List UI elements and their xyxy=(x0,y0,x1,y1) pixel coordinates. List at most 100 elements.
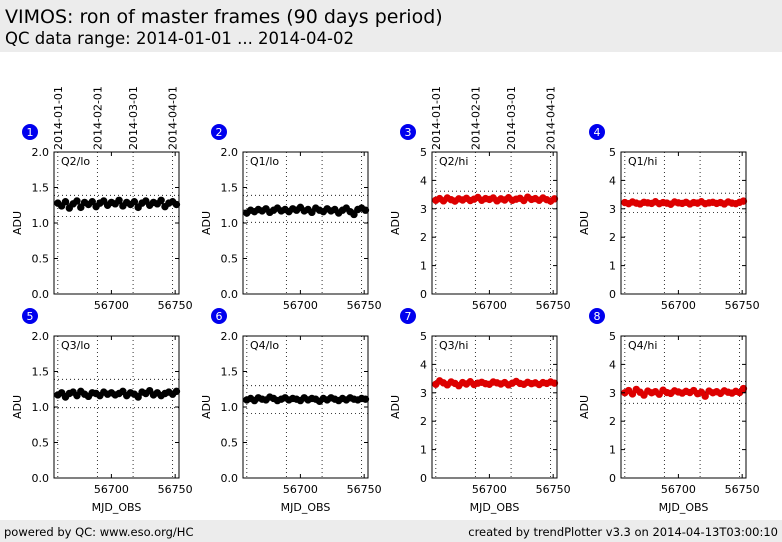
plot-frame xyxy=(431,151,558,295)
y-tick-label: 5 xyxy=(420,146,427,159)
y-tick-label: 0.0 xyxy=(32,472,50,485)
y-tick-label: 2 xyxy=(609,231,616,244)
x-axis-label: MJD_OBS xyxy=(470,501,520,514)
x-axis-label: MJD_OBS xyxy=(659,501,709,514)
y-tick-label: 4 xyxy=(420,358,427,371)
y-tick-label: 0.5 xyxy=(221,253,239,266)
y-tick-label: 0 xyxy=(609,288,616,301)
y-tick-label: 0 xyxy=(609,472,616,485)
y-axis-label: ADU xyxy=(578,395,591,419)
plot-frame xyxy=(242,151,369,295)
panel-label: Q2/lo xyxy=(61,155,90,168)
panel-number-badge xyxy=(22,308,38,324)
date-label: 2014-04-01 xyxy=(545,86,558,150)
data-point xyxy=(550,195,559,203)
y-tick-label: 2.0 xyxy=(32,146,50,159)
plot-frame xyxy=(431,335,558,479)
x-axis-label: MJD_OBS xyxy=(92,501,142,514)
panel-label: Q3/hi xyxy=(439,339,468,352)
y-tick-label: 1.0 xyxy=(32,401,50,414)
y-tick-label: 4 xyxy=(609,174,616,187)
y-axis-label: ADU xyxy=(11,211,24,235)
panel-number: 1 xyxy=(27,126,34,139)
y-tick-label: 2 xyxy=(420,231,427,244)
y-axis-label: ADU xyxy=(389,395,402,419)
data-point xyxy=(361,206,370,214)
x-tick-label: 56700 xyxy=(94,299,129,312)
data-point xyxy=(172,387,181,396)
y-tick-label: 0.5 xyxy=(32,437,50,450)
y-axis-label: ADU xyxy=(578,211,591,235)
panel-number: 2 xyxy=(216,126,223,139)
date-label: 2014-03-01 xyxy=(127,86,140,150)
x-tick-label: 56750 xyxy=(725,483,760,496)
x-tick-label: 56750 xyxy=(725,299,760,312)
y-tick-label: 5 xyxy=(609,146,616,159)
x-tick-label: 56700 xyxy=(283,483,318,496)
panel-number-badge xyxy=(22,124,38,140)
y-tick-label: 3 xyxy=(609,203,616,216)
y-tick-label: 4 xyxy=(420,174,427,187)
page-subtitle: QC data range: 2014-01-01 ... 2014-04-02 xyxy=(5,29,354,48)
plot-frame xyxy=(53,335,180,479)
header: VIMOS: ron of master frames (90 days per… xyxy=(0,0,782,52)
y-tick-label: 0 xyxy=(420,472,427,485)
date-label: 2014-04-01 xyxy=(167,86,180,150)
y-tick-label: 0.5 xyxy=(32,253,50,266)
footer-generator: created by trendPlotter v3.3 on 2014-04-… xyxy=(468,525,778,539)
x-tick-label: 56750 xyxy=(347,299,382,312)
panel-label: Q4/lo xyxy=(250,339,279,352)
data-point xyxy=(350,210,358,219)
x-tick-label: 56750 xyxy=(536,483,571,496)
y-tick-label: 0 xyxy=(420,288,427,301)
x-tick-label: 56750 xyxy=(158,483,193,496)
date-label: 2014-03-01 xyxy=(505,86,518,150)
x-tick-label: 56700 xyxy=(472,299,507,312)
y-tick-label: 0.5 xyxy=(221,437,239,450)
plot-frame xyxy=(620,335,747,479)
date-label: 2014-02-01 xyxy=(91,86,104,150)
y-tick-label: 1.5 xyxy=(221,366,239,379)
data-point xyxy=(115,196,123,204)
y-tick-label: 1 xyxy=(420,260,427,273)
panel-label: Q1/hi xyxy=(628,155,657,168)
y-tick-label: 2 xyxy=(420,415,427,428)
y-tick-label: 0.0 xyxy=(221,472,239,485)
date-label: 2014-02-01 xyxy=(469,86,482,150)
x-tick-label: 56700 xyxy=(472,483,507,496)
y-tick-label: 2.0 xyxy=(221,146,239,159)
y-tick-label: 2 xyxy=(609,415,616,428)
panel-number-badge xyxy=(211,124,227,140)
panel-label: Q1/lo xyxy=(250,155,279,168)
panel-label: Q2/hi xyxy=(439,155,468,168)
date-label: 2014-01-01 xyxy=(430,86,443,150)
y-axis-label: ADU xyxy=(11,395,24,419)
data-point xyxy=(701,392,709,400)
y-axis-label: ADU xyxy=(200,211,213,235)
y-axis-label: ADU xyxy=(389,211,402,235)
data-point xyxy=(130,198,139,206)
y-tick-label: 3 xyxy=(420,203,427,216)
y-tick-label: 5 xyxy=(609,330,616,343)
x-tick-label: 56700 xyxy=(661,483,696,496)
y-tick-label: 1.0 xyxy=(32,217,50,230)
data-point xyxy=(172,200,181,209)
panel-number-badge xyxy=(400,124,416,140)
y-tick-label: 1.5 xyxy=(32,366,50,379)
page-title: VIMOS: ron of master frames (90 days per… xyxy=(5,6,443,28)
y-tick-label: 1.0 xyxy=(221,401,239,414)
x-tick-label: 56700 xyxy=(94,483,129,496)
x-tick-label: 56700 xyxy=(283,299,318,312)
panel-number: 5 xyxy=(27,310,34,323)
y-tick-label: 0.0 xyxy=(32,288,50,301)
plot-frame xyxy=(620,151,747,295)
panel-number-badge xyxy=(400,308,416,324)
y-tick-label: 5 xyxy=(420,330,427,343)
panel-number-badge xyxy=(211,308,227,324)
y-tick-label: 1 xyxy=(609,260,616,273)
data-point xyxy=(739,197,748,205)
trend-plots: 1 0.0 0.5 1.0 1.5 2.0 56700 56750 Q2/lo ADU 2014-0… xyxy=(11,86,760,514)
data-point xyxy=(134,393,142,401)
data-point xyxy=(550,379,559,387)
y-tick-label: 3 xyxy=(420,387,427,400)
